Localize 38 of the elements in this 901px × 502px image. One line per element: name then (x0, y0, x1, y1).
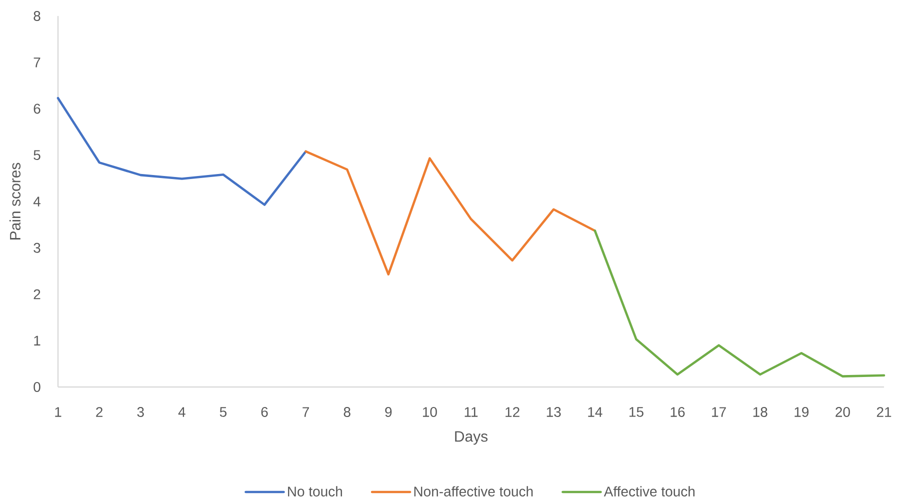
legend-label: Non-affective touch (414, 486, 533, 496)
x-tick-label: 19 (794, 407, 809, 417)
y-tick-label: 6 (34, 104, 40, 114)
line-series (56, 96, 307, 206)
y-tick-label: 7 (34, 58, 40, 68)
x-tick-label: 9 (385, 407, 392, 417)
line-series (304, 150, 596, 276)
x-tick-label: 4 (178, 407, 186, 417)
y-tick-label: 8 (34, 11, 40, 21)
x-tick-label: 21 (876, 407, 892, 417)
x-tick-label: 14 (588, 407, 602, 417)
y-tick-label: 0 (34, 382, 40, 392)
x-tick-label: 5 (220, 407, 227, 417)
x-tick-label: 6 (261, 407, 268, 417)
y-tick-label: 4 (33, 196, 40, 206)
x-tick-label: 10 (422, 407, 437, 417)
x-tick-label: 8 (344, 407, 350, 417)
y-tick-label: 5 (34, 150, 40, 160)
x-tick-label: 16 (670, 407, 685, 417)
y-tick-label: 3 (34, 242, 40, 253)
line-series (594, 230, 886, 378)
x-tick-label: 11 (464, 407, 478, 417)
x-tick-label: 17 (712, 407, 726, 417)
x-tick-label: 20 (836, 407, 850, 417)
x-tick-label: 13 (546, 407, 561, 417)
y-tick-label: 1 (34, 336, 40, 346)
x-tick-label: 3 (137, 407, 144, 417)
x-tick-label: 7 (302, 407, 309, 417)
x-tick-label: 15 (629, 407, 644, 417)
x-tick-label: 12 (506, 407, 520, 417)
y-tick-label: 2 (34, 289, 40, 300)
legend-label: Affective touch (604, 486, 694, 496)
legend-label: No touch (288, 486, 342, 496)
x-axis-title: Days (455, 431, 488, 445)
x-tick-label: 1 (55, 407, 62, 417)
y-axis-title: Pain scores (9, 162, 20, 240)
x-tick-label: 2 (96, 407, 102, 417)
x-tick-label: 18 (753, 407, 768, 417)
